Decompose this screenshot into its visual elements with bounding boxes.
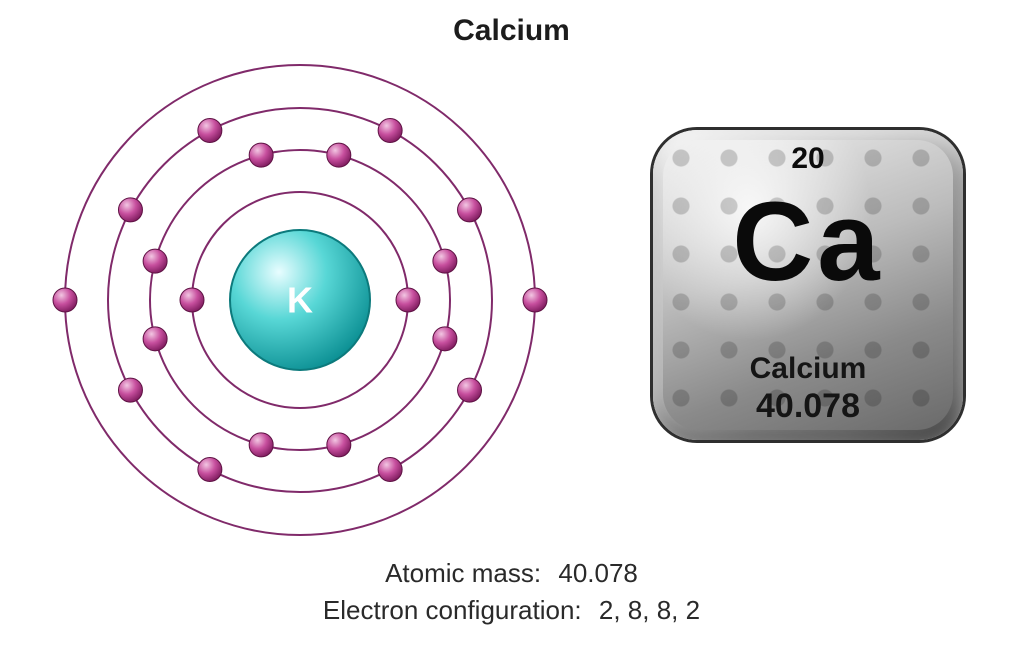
electron-shell3-5 (118, 378, 142, 402)
atomic-mass-key: Atomic mass: (385, 558, 541, 589)
electron-shell4-2 (53, 288, 77, 312)
electron-config-row: Electron configuration: 2, 8, 8, 2 (0, 595, 1023, 626)
atom-svg: K (40, 40, 560, 560)
tile-frame: 20 Ca Calcium 40.078 (653, 130, 963, 440)
electron-shell3-3 (378, 458, 402, 482)
atomic-mass-row: Atomic mass: 40.078 (0, 558, 1023, 589)
element-symbol: Ca (653, 186, 963, 298)
electron-shell2-7 (249, 143, 273, 167)
nucleus-label: K (287, 280, 313, 321)
electron-shell2-6 (143, 249, 167, 273)
electron-config-key: Electron configuration: (323, 595, 582, 626)
electron-shell3-6 (118, 198, 142, 222)
electron-config-value: 2, 8, 8, 2 (599, 595, 700, 626)
atomic-mass-value: 40.078 (558, 558, 638, 589)
electron-shell2-4 (249, 433, 273, 457)
page: { "title": { "text": "Calcium", "fontsiz… (0, 0, 1023, 666)
electron-shell1-1 (396, 288, 420, 312)
element-name: Calcium (653, 352, 963, 386)
electron-shell2-5 (143, 327, 167, 351)
electron-shell1-2 (180, 288, 204, 312)
atom-svg-wrap: K (40, 40, 560, 560)
electron-shell4-1 (523, 288, 547, 312)
electron-shell3-8 (378, 118, 402, 142)
element-tile: 20 Ca Calcium 40.078 (653, 130, 963, 440)
electron-shell3-2 (458, 378, 482, 402)
element-mass: 40.078 (653, 387, 963, 426)
electron-shell2-1 (433, 249, 457, 273)
electron-shell2-2 (433, 327, 457, 351)
electron-shell3-4 (198, 458, 222, 482)
bottom-labels: Atomic mass: 40.078 Electron configurati… (0, 552, 1023, 626)
electron-shell3-1 (458, 198, 482, 222)
electron-shell3-7 (198, 118, 222, 142)
atom-diagram: K (40, 40, 560, 560)
electron-shell2-8 (327, 143, 351, 167)
electron-shell2-3 (327, 433, 351, 457)
atomic-number: 20 (653, 142, 963, 176)
